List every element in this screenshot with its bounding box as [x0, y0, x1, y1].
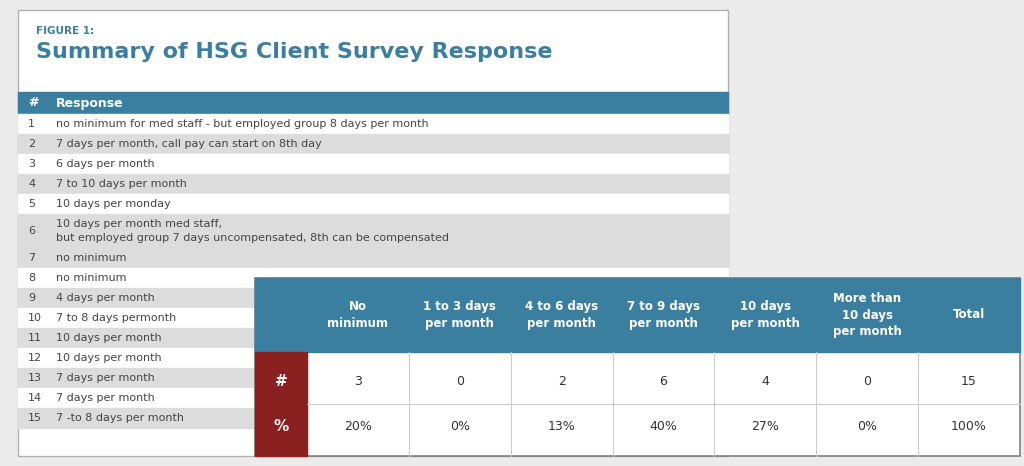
Text: 8: 8 [28, 273, 35, 283]
Text: 10: 10 [28, 313, 42, 323]
Text: Response: Response [56, 96, 124, 110]
Bar [18, 368, 728, 388]
Text: 10 days per monday: 10 days per monday [56, 199, 171, 209]
Text: no minimum for med staff - but employed group 8 days per month: no minimum for med staff - but employed … [56, 119, 429, 129]
Text: 7 days per month: 7 days per month [56, 373, 155, 383]
Text: 7 to 10 days per month: 7 to 10 days per month [56, 179, 186, 189]
Bar [18, 214, 728, 248]
Text: More than
10 days
per month: More than 10 days per month [833, 292, 902, 338]
Text: 13%: 13% [548, 420, 575, 433]
Text: 3: 3 [354, 375, 361, 388]
Text: 14: 14 [28, 393, 42, 403]
Text: 12: 12 [28, 353, 42, 363]
Text: 4: 4 [28, 179, 35, 189]
Text: #: # [28, 96, 39, 110]
Text: 5: 5 [28, 199, 35, 209]
Text: 13: 13 [28, 373, 42, 383]
Bar [255, 278, 1020, 352]
Bar [18, 308, 728, 328]
Text: 20%: 20% [344, 420, 372, 433]
Text: 2: 2 [558, 375, 565, 388]
Bar [18, 114, 728, 134]
Text: 2: 2 [28, 139, 35, 149]
Text: 6: 6 [28, 226, 35, 236]
Bar [18, 154, 728, 174]
Text: No
minimum: No minimum [328, 300, 388, 330]
Bar [18, 408, 728, 428]
Text: 0: 0 [456, 375, 464, 388]
Bar [18, 174, 728, 194]
Text: 10 days per month: 10 days per month [56, 333, 162, 343]
Text: %: % [273, 419, 289, 434]
Bar [18, 268, 728, 288]
Bar [18, 248, 728, 268]
Text: 1: 1 [28, 119, 35, 129]
Text: 7: 7 [28, 253, 35, 263]
Text: 7 -to 8 days per month: 7 -to 8 days per month [56, 413, 184, 423]
Bar [18, 134, 728, 154]
Text: 15: 15 [962, 375, 977, 388]
Text: 10 days per month med staff,: 10 days per month med staff, [56, 219, 222, 229]
Text: 10 days
per month: 10 days per month [731, 300, 800, 330]
Text: Total: Total [953, 308, 985, 322]
Text: 7 days per month: 7 days per month [56, 393, 155, 403]
Text: FIGURE 1:: FIGURE 1: [36, 26, 94, 36]
Text: 9: 9 [28, 293, 35, 303]
Text: #: # [274, 374, 288, 389]
Text: no minimum: no minimum [56, 253, 127, 263]
Text: 7 to 8 days permonth: 7 to 8 days permonth [56, 313, 176, 323]
Bar [18, 388, 728, 408]
FancyBboxPatch shape [18, 10, 728, 456]
Text: 7 to 9 days
per month: 7 to 9 days per month [627, 300, 700, 330]
Text: 100%: 100% [951, 420, 987, 433]
Text: 0%: 0% [450, 420, 470, 433]
Text: 15: 15 [28, 413, 42, 423]
Bar [18, 288, 728, 308]
Bar [18, 92, 728, 114]
Text: 4 to 6 days
per month: 4 to 6 days per month [525, 300, 598, 330]
Text: 0%: 0% [857, 420, 878, 433]
Text: 6: 6 [659, 375, 668, 388]
Text: 11: 11 [28, 333, 42, 343]
Text: no minimum: no minimum [56, 273, 127, 283]
Text: 10 days per month: 10 days per month [56, 353, 162, 363]
Text: 3: 3 [28, 159, 35, 169]
Text: 7 days per month, call pay can start on 8th day: 7 days per month, call pay can start on … [56, 139, 322, 149]
FancyBboxPatch shape [255, 278, 1020, 456]
Text: 4 days per month: 4 days per month [56, 293, 155, 303]
Bar [255, 352, 307, 456]
Text: 1 to 3 days
per month: 1 to 3 days per month [423, 300, 497, 330]
Text: 4: 4 [762, 375, 769, 388]
Text: 40%: 40% [649, 420, 678, 433]
Text: 6 days per month: 6 days per month [56, 159, 155, 169]
Bar [18, 328, 728, 348]
Text: Summary of HSG Client Survey Response: Summary of HSG Client Survey Response [36, 42, 553, 62]
Text: but employed group 7 days uncompensated, 8th can be compensated: but employed group 7 days uncompensated,… [56, 233, 449, 243]
Text: 27%: 27% [752, 420, 779, 433]
Bar [18, 194, 728, 214]
Text: 0: 0 [863, 375, 871, 388]
Bar [18, 348, 728, 368]
